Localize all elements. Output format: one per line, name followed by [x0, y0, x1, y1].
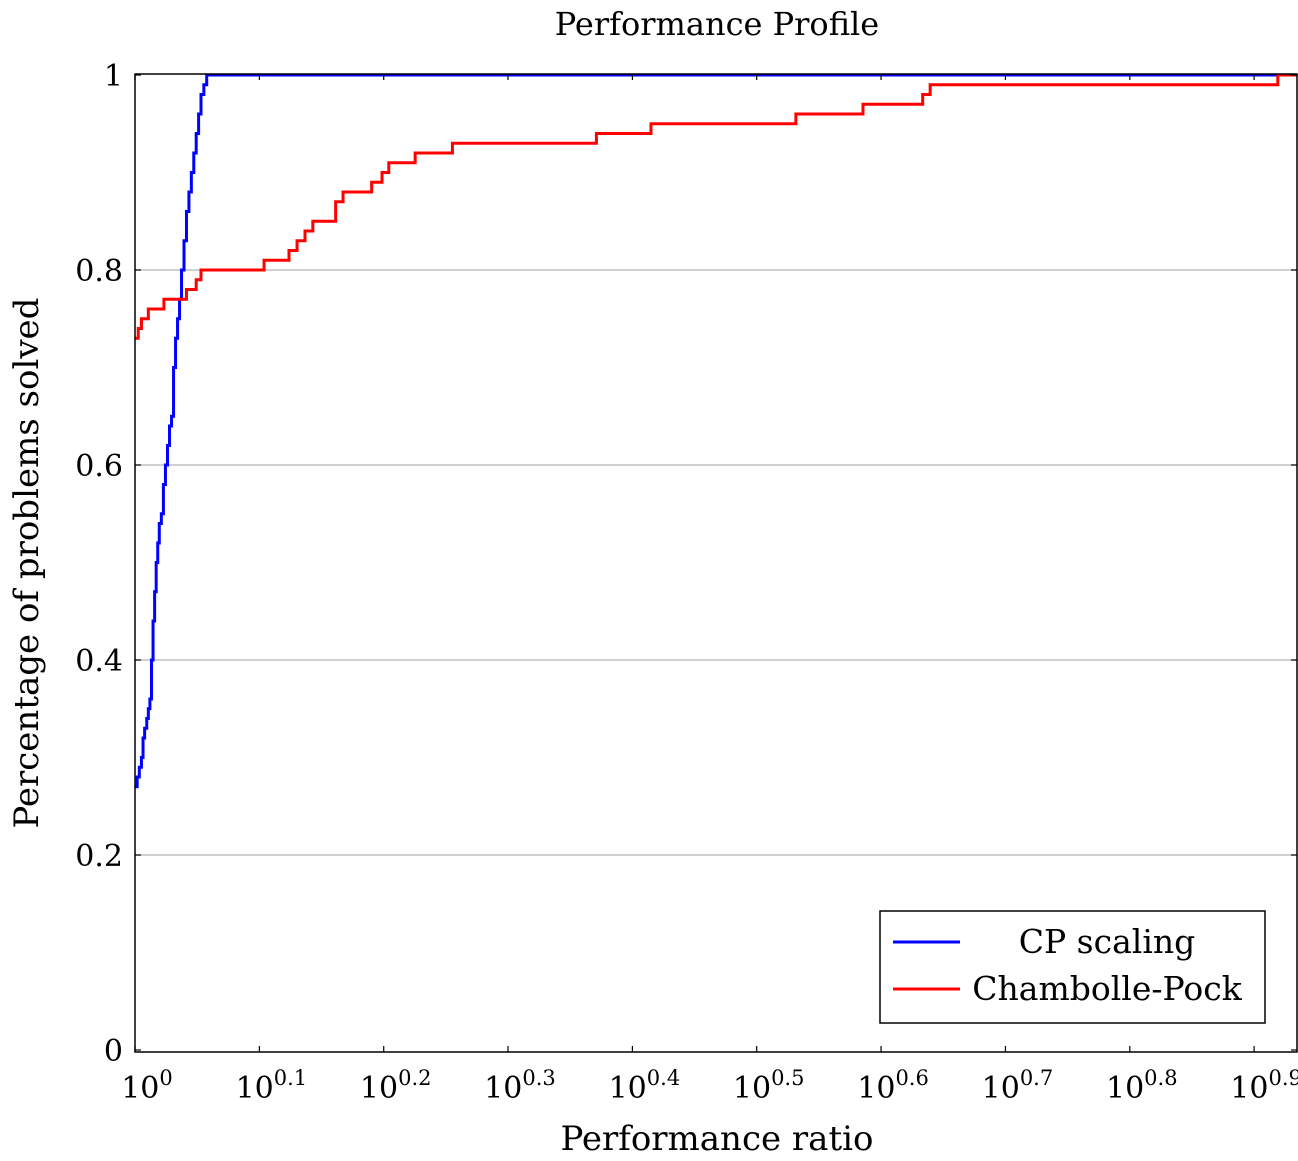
gridlines — [135, 269, 1297, 856]
series-line-0 — [135, 73, 1297, 789]
x-tick-label-7: 100.7 — [982, 1066, 1054, 1106]
y-tick-label-4: 0.8 — [75, 254, 123, 289]
x-tick-label-0: 100 — [121, 1066, 173, 1106]
x-tick-label-9: 100.9 — [1230, 1066, 1298, 1106]
y-tick-label-2: 0.4 — [75, 644, 123, 679]
y-tick-label-3: 0.6 — [75, 449, 123, 484]
y-tick-label-0: 0 — [104, 1034, 123, 1069]
chart-title: Performance Profile — [555, 5, 879, 43]
x-tick-label-6: 100.6 — [857, 1066, 929, 1106]
x-tick-label-8: 100.8 — [1106, 1066, 1178, 1106]
plot-area-frame — [134, 73, 1298, 1053]
y-axis-title: Percentage of problems solved — [7, 298, 47, 829]
legend-box — [879, 910, 1266, 1024]
y-tick-label-5: 1 — [104, 59, 123, 94]
series-line-1 — [135, 73, 1297, 340]
x-tick-label-2: 100.2 — [360, 1066, 432, 1106]
y-axis-ticks: 0 0.2 0.4 0.6 0.8 1 — [75, 59, 1297, 1069]
legend: CP scaling Chambolle-Pock — [879, 910, 1266, 1024]
x-tick-label-3: 100.3 — [484, 1066, 556, 1106]
x-axis-ticks: 100 100.1 100.2 100.3 100.4 100.5 100.6 100.7 10… — [121, 74, 1298, 1106]
data-series — [135, 73, 1297, 789]
legend-label-chambolle-pock: Chambolle-Pock — [972, 969, 1242, 1008]
x-axis-title: Performance ratio — [561, 1119, 874, 1159]
x-tick-label-5: 100.5 — [733, 1066, 805, 1106]
legend-label-cp-scaling: CP scaling — [1019, 922, 1196, 961]
y-tick-label-1: 0.2 — [75, 839, 123, 874]
x-tick-label-1: 100.1 — [236, 1066, 308, 1106]
x-tick-label-4: 100.4 — [609, 1066, 681, 1106]
